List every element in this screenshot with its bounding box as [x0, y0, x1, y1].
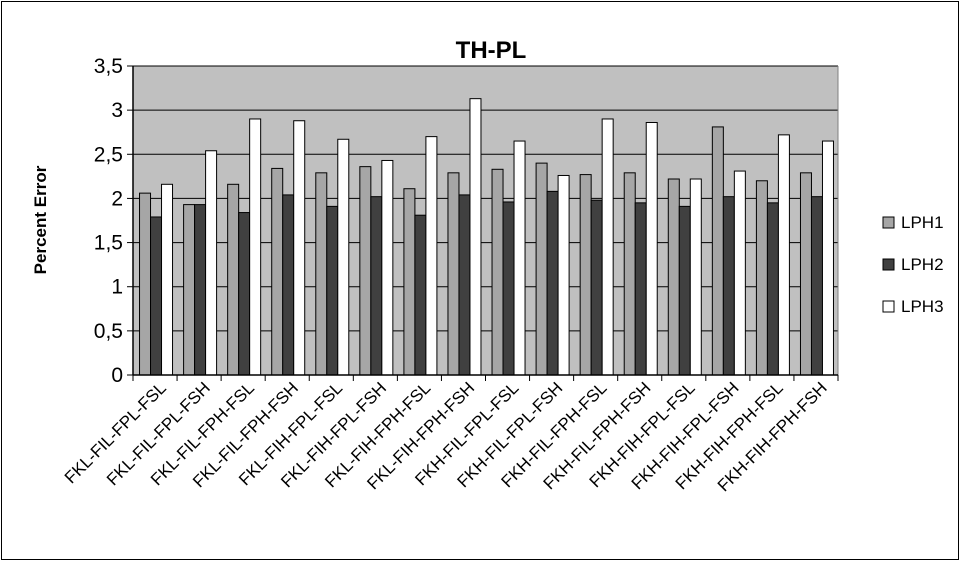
y-tick-label: 3,5: [94, 55, 123, 78]
legend-label-lph3: LPH3: [901, 297, 944, 316]
bar-lph2-7: [458, 194, 471, 376]
bar-lph1-14: [755, 180, 768, 376]
bar-lph1-3: [271, 167, 284, 376]
legend-label-lph1: LPH1: [901, 213, 944, 232]
bar-lph3-1: [205, 150, 218, 376]
bar-lph2-8: [502, 201, 515, 376]
bar-lph3-13: [733, 170, 746, 376]
bar-lph3-8: [513, 140, 526, 376]
bar-lph2-6: [414, 214, 427, 376]
bar-lph3-7: [469, 98, 482, 376]
bar-lph3-0: [161, 183, 174, 376]
legend-label-lph2: LPH2: [901, 255, 944, 274]
bar-lph1-15: [799, 172, 812, 376]
bar-lph2-1: [194, 204, 207, 376]
bar-lph2-9: [546, 190, 559, 376]
y-tick-label: 0: [111, 364, 123, 387]
x-tick-labels: FKL-FIL-FPL-FSLFKL-FIL-FPL-FSHFKL-FIL-FP…: [61, 378, 831, 495]
chart-title: TH-PL: [456, 37, 527, 64]
bar-lph1-7: [447, 172, 460, 376]
bar-lph2-5: [370, 196, 383, 376]
bar-lph1-0: [139, 192, 152, 376]
bar-lph2-14: [766, 202, 779, 376]
y-tick-label: 1: [111, 276, 123, 299]
bar-lph1-2: [227, 183, 240, 376]
bar-lph2-12: [678, 205, 691, 376]
bar-lph2-10: [590, 199, 603, 376]
y-tick-label: 0,5: [94, 320, 123, 343]
legend: LPH1 LPH2 LPH3: [882, 213, 944, 316]
y-tick-labels: 0 0,5 1 1,5 2 2,5 3 3,5: [94, 55, 123, 387]
bar-lph2-2: [238, 212, 251, 376]
bar-lph1-4: [315, 172, 328, 376]
bar-lph3-2: [249, 118, 262, 376]
axes: [127, 65, 839, 381]
bar-lph1-6: [403, 188, 416, 376]
y-tick-label: 2,5: [94, 143, 123, 166]
bar-lph3-11: [645, 122, 658, 376]
bar-lph2-15: [810, 196, 823, 376]
y-axis-label: Percent Error: [31, 165, 50, 274]
bar-lph3-10: [601, 118, 614, 376]
legend-swatch-lph2: [882, 258, 895, 271]
legend-swatch-lph3: [882, 300, 895, 313]
bar-lph3-3: [293, 120, 306, 376]
bar-lph1-10: [579, 174, 592, 376]
bar-lph3-6: [425, 136, 438, 376]
y-tick-label: 3: [111, 99, 123, 122]
bar-lph2-3: [282, 194, 295, 376]
bar-lph2-4: [326, 205, 339, 376]
y-tick-label: 2: [111, 187, 123, 210]
bar-lph1-1: [183, 204, 196, 376]
bar-lph1-11: [623, 172, 636, 376]
bar-lph3-14: [777, 134, 790, 376]
y-tick-label: 1,5: [94, 232, 123, 255]
bar-lph1-9: [535, 162, 548, 376]
bar-lph2-13: [722, 196, 735, 376]
bar-lph3-9: [557, 174, 570, 376]
bar-lph2-0: [150, 216, 163, 376]
bar-lph3-15: [821, 140, 834, 376]
bar-lph1-12: [667, 178, 680, 376]
bar-lph2-11: [634, 202, 647, 376]
bar-lph1-13: [711, 126, 724, 376]
legend-swatch-lph1: [882, 216, 895, 229]
bar-lph3-12: [689, 178, 702, 376]
bar-lph1-8: [491, 168, 504, 376]
bar-lph1-5: [359, 166, 372, 376]
bar-lph3-5: [381, 159, 394, 376]
bar-lph3-4: [337, 138, 350, 376]
